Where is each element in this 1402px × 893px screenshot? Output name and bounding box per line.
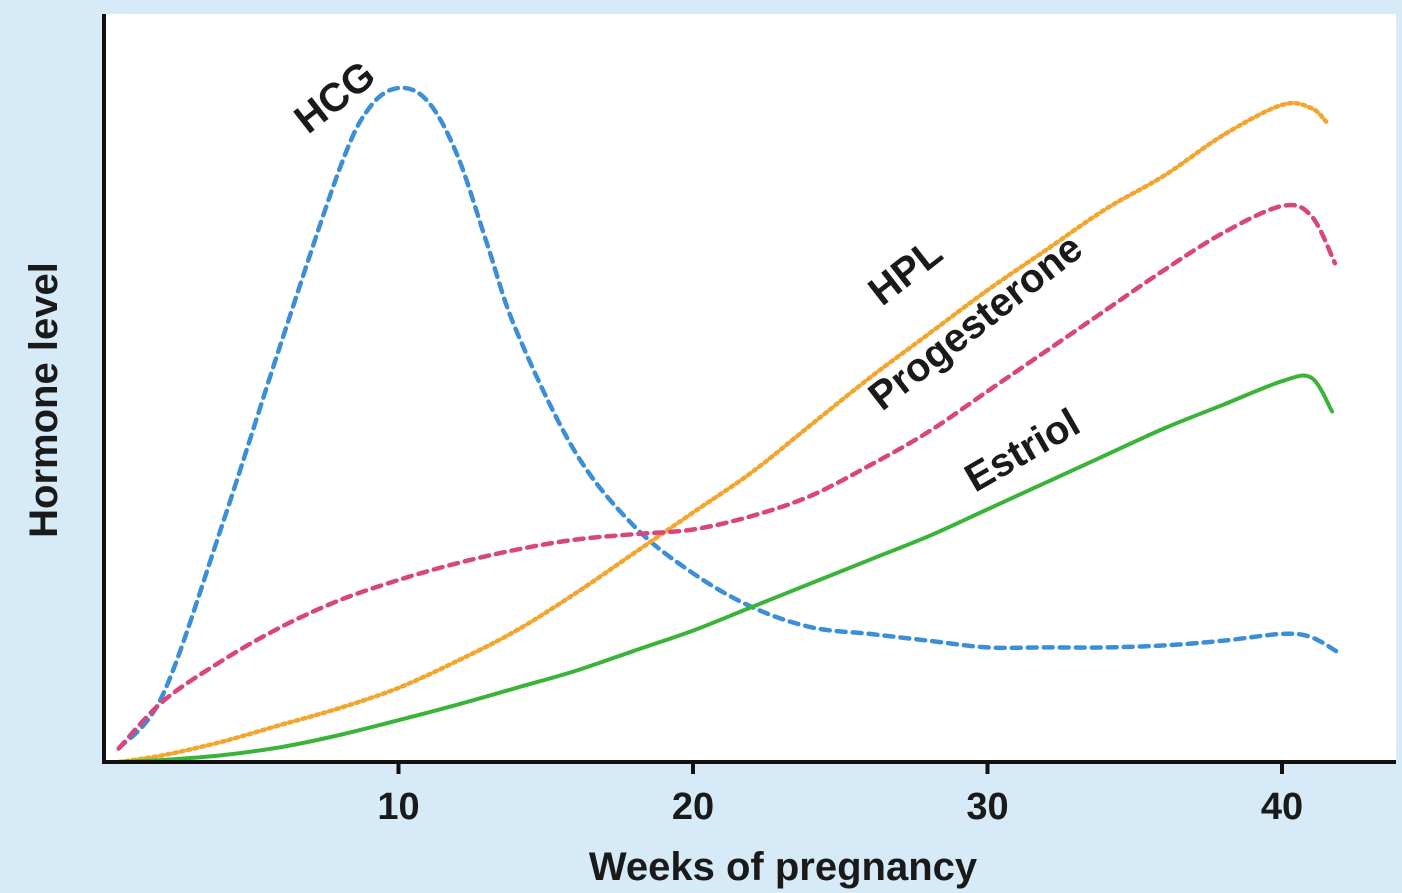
y-axis-title: Hormone level (22, 262, 66, 538)
x-tick-label: 10 (377, 786, 419, 828)
x-tick-label: 20 (672, 786, 714, 828)
series-line-hpl (116, 100, 1329, 765)
series-line-progesterone (116, 202, 1338, 751)
series-layer (116, 85, 1344, 765)
plot-area (104, 14, 1396, 762)
x-tick-label: 40 (1261, 786, 1303, 828)
x-axis-title: Weeks of pregnancy (589, 845, 978, 889)
series-line-estriol (116, 373, 1335, 764)
x-ticks: 10 20 30 40 (377, 762, 1303, 828)
series-line-hcg (116, 85, 1344, 751)
x-tick-label: 30 (966, 786, 1008, 828)
